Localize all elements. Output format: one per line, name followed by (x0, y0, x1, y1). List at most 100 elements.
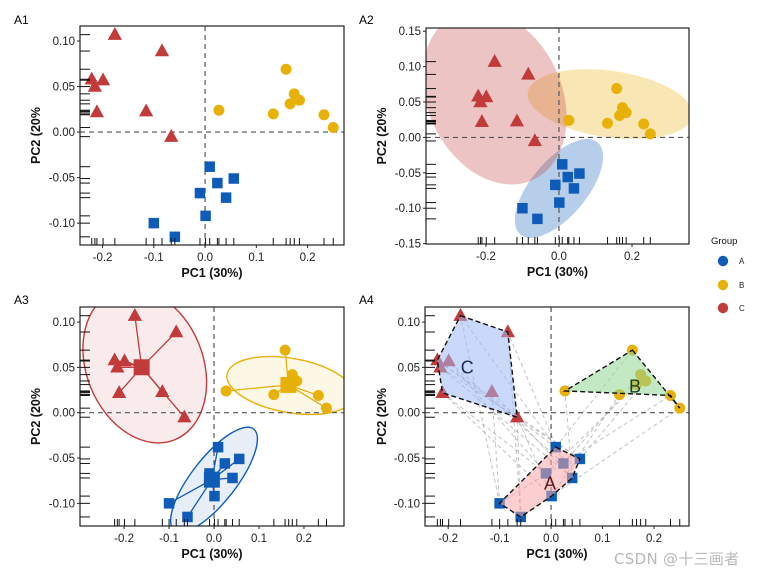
link-line (491, 391, 501, 504)
link-line (499, 395, 671, 504)
hull-b (562, 349, 681, 409)
point-b-1 (280, 63, 292, 75)
spider-line-b (226, 384, 289, 392)
point-b-4 (284, 98, 296, 110)
y-tick-label: 0.00 (399, 132, 421, 144)
x-tick-label: 0.0 (551, 251, 567, 263)
point-a-7 (163, 498, 175, 509)
point-b-7 (638, 118, 650, 130)
x-tick-label: -0.2 (438, 533, 458, 545)
point-a-2 (219, 458, 231, 469)
y-tick-label: -0.10 (49, 498, 75, 510)
y-tick-label: -0.15 (395, 239, 421, 251)
panel-label: A3 (14, 293, 29, 307)
point-a-8 (532, 213, 543, 225)
y-axis-title: PC2 (20% (29, 107, 43, 164)
hull-label-a: A (544, 473, 556, 493)
panel-label: A1 (14, 13, 29, 27)
rug-marks (80, 34, 334, 245)
plot-area (80, 307, 344, 526)
x-tick-label: -0.1 (490, 533, 510, 545)
point-a-6 (209, 490, 220, 502)
y-tick-label: -0.10 (49, 218, 75, 230)
legend-swatch-a (717, 255, 729, 267)
legend-swatch-c (717, 302, 729, 314)
y-axis-title: PC2 (20% (375, 388, 389, 445)
point-a-3 (233, 453, 245, 465)
point-b-6 (267, 108, 279, 120)
x-tick-label: 0.1 (248, 252, 264, 264)
point-b-1 (279, 344, 291, 356)
plot-frame (79, 25, 345, 246)
link-line (460, 315, 501, 504)
point-a-2 (562, 171, 573, 183)
x-axis-title: PC1 (30%) (526, 547, 587, 561)
y-tick-label: 0.00 (398, 408, 420, 420)
x-tick-label: 0.1 (595, 533, 611, 545)
point-a-1 (204, 161, 215, 172)
point-c-8 (164, 128, 179, 142)
legend-label-b: B (739, 281, 744, 290)
point-b-8 (327, 122, 339, 134)
point-a-6 (200, 210, 211, 222)
y-axis-title: PC2 (20% (375, 108, 389, 165)
point-b-7 (318, 109, 330, 121)
point-c-5 (473, 94, 488, 108)
y-tick-label: 0.00 (53, 127, 75, 139)
point-b-8 (320, 402, 332, 414)
point-a-8 (169, 231, 181, 243)
x-tick-label: 0.2 (646, 533, 662, 545)
point-c-7 (155, 384, 170, 398)
y-tick-label: 0.05 (53, 82, 75, 94)
point-c-8 (509, 409, 525, 423)
y-tick-label: 0.05 (53, 362, 75, 374)
point-c-7 (509, 113, 525, 127)
point-c-6 (474, 114, 490, 128)
plot-area (80, 26, 344, 245)
point-b-1 (611, 83, 623, 95)
hull-a (498, 446, 581, 518)
hull-label-c: C (461, 357, 474, 377)
x-tick-label: 0.0 (206, 533, 222, 545)
x-tick-label: -0.1 (159, 533, 179, 545)
centroid-c (133, 359, 150, 376)
x-axis-title: PC1 (30%) (527, 265, 588, 279)
legend-label-a: A (739, 257, 745, 266)
point-c-2 (154, 43, 170, 57)
x-tick-label: -0.1 (144, 252, 164, 264)
legend-title: Group (711, 236, 737, 247)
point-a-4 (194, 187, 206, 199)
y-tick-label: -0.05 (394, 453, 420, 465)
point-c-8 (527, 133, 543, 147)
x-tick-label: 0.0 (197, 252, 213, 264)
point-b-7 (312, 389, 324, 401)
panel-a1: A1 -0.2 -0.1 0.0 0.1 0.2 -0.10 -0.05 0.00 0.05 0.1… (14, 13, 345, 280)
point-a-2 (212, 177, 223, 189)
x-tick-label: -0.2 (476, 251, 496, 263)
x-tick-label: -0.2 (93, 252, 113, 264)
legend-label-c: C (739, 304, 745, 313)
link-line (448, 360, 547, 474)
point-a-3 (574, 168, 585, 179)
point-c-6 (111, 385, 127, 398)
point-b-4 (614, 109, 626, 121)
plot-frame (424, 306, 690, 527)
point-a-7 (148, 217, 160, 229)
point-c-1 (127, 308, 143, 321)
rug-marks (425, 315, 681, 526)
x-tick-label: 0.2 (300, 252, 316, 264)
point-c-1 (107, 26, 123, 40)
y-axis-title: PC2 (20% (29, 388, 43, 445)
point-a-1 (556, 159, 568, 170)
hull-label-b: B (629, 376, 641, 396)
plot-area: A B C (425, 307, 689, 526)
point-c-2 (521, 66, 536, 80)
panel-label: A4 (359, 293, 374, 307)
x-axis-title: PC1 (30%) (181, 547, 242, 561)
y-tick-label: 0.05 (399, 97, 421, 109)
y-tick-label: 0.10 (53, 36, 75, 48)
y-tick-label: -0.05 (49, 173, 75, 185)
y-tick-label: -0.05 (49, 453, 75, 465)
panel-a2: A2 -0.2 0.0 0.2 -0.15 -0.10 -0.05 0.00 0.05 0.10 0… (359, 13, 690, 279)
